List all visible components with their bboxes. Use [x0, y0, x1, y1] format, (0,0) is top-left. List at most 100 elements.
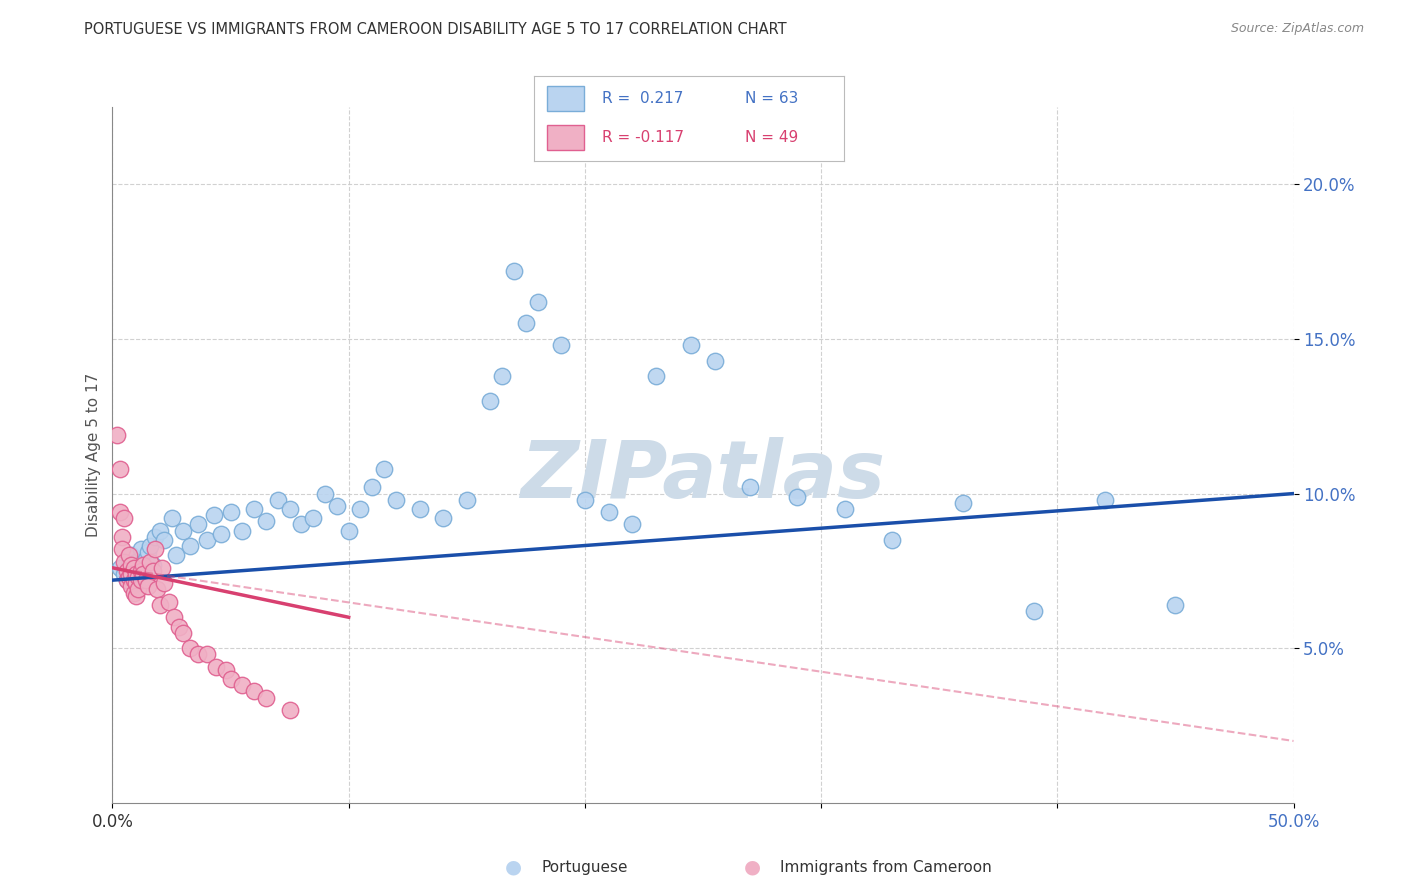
- Point: [179, 539, 201, 553]
- Point: [132, 566, 155, 581]
- Point: [120, 566, 142, 581]
- Point: [135, 573, 157, 587]
- Point: [491, 369, 513, 384]
- Point: [153, 533, 176, 547]
- Point: [231, 678, 253, 692]
- Point: [205, 659, 228, 673]
- Point: [172, 524, 194, 538]
- Point: [326, 499, 349, 513]
- Text: ZIPatlas: ZIPatlas: [520, 437, 886, 515]
- Point: [122, 564, 145, 578]
- Point: [167, 619, 190, 633]
- Point: [142, 564, 165, 578]
- Point: [550, 338, 572, 352]
- Point: [160, 511, 183, 525]
- FancyBboxPatch shape: [547, 86, 583, 112]
- Point: [122, 561, 145, 575]
- FancyBboxPatch shape: [547, 125, 583, 151]
- Point: [129, 564, 152, 578]
- Point: [952, 496, 974, 510]
- Point: [122, 585, 145, 599]
- Point: [112, 511, 135, 525]
- Point: [373, 462, 395, 476]
- Point: [142, 558, 165, 572]
- Point: [129, 542, 152, 557]
- Point: [115, 573, 138, 587]
- Point: [111, 542, 134, 557]
- Point: [456, 492, 478, 507]
- Point: [115, 564, 138, 578]
- Point: [644, 369, 666, 384]
- Point: [337, 524, 360, 538]
- Point: [120, 549, 142, 563]
- Point: [118, 570, 141, 584]
- Point: [254, 515, 277, 529]
- Point: [135, 551, 157, 566]
- Point: [302, 511, 325, 525]
- Text: Portuguese: Portuguese: [541, 860, 628, 874]
- Point: [186, 517, 208, 532]
- Text: PORTUGUESE VS IMMIGRANTS FROM CAMEROON DISABILITY AGE 5 TO 17 CORRELATION CHART: PORTUGUESE VS IMMIGRANTS FROM CAMEROON D…: [84, 22, 787, 37]
- Point: [112, 555, 135, 569]
- Text: ●: ●: [505, 857, 522, 877]
- Point: [219, 672, 242, 686]
- Point: [143, 530, 166, 544]
- Point: [139, 555, 162, 569]
- Point: [681, 338, 703, 352]
- Point: [112, 566, 135, 581]
- Point: [108, 505, 131, 519]
- Point: [834, 502, 856, 516]
- Point: [598, 505, 620, 519]
- Point: [120, 579, 142, 593]
- Point: [153, 576, 176, 591]
- Point: [105, 427, 128, 442]
- Point: [179, 641, 201, 656]
- Point: [143, 542, 166, 557]
- Point: [385, 492, 408, 507]
- Text: Source: ZipAtlas.com: Source: ZipAtlas.com: [1230, 22, 1364, 36]
- Text: Immigrants from Cameroon: Immigrants from Cameroon: [780, 860, 993, 874]
- Point: [314, 486, 336, 500]
- Point: [118, 549, 141, 563]
- Point: [880, 533, 903, 547]
- Text: N = 63: N = 63: [745, 91, 799, 106]
- Point: [111, 530, 134, 544]
- Point: [209, 526, 232, 541]
- Point: [574, 492, 596, 507]
- Point: [127, 570, 149, 584]
- Point: [786, 490, 808, 504]
- Point: [290, 517, 312, 532]
- Point: [157, 595, 180, 609]
- Point: [432, 511, 454, 525]
- Point: [195, 648, 218, 662]
- Point: [136, 545, 159, 559]
- Point: [503, 264, 526, 278]
- Point: [479, 393, 502, 408]
- Point: [215, 663, 238, 677]
- Point: [139, 539, 162, 553]
- Point: [515, 317, 537, 331]
- Point: [108, 561, 131, 575]
- Point: [149, 524, 172, 538]
- Point: [127, 582, 149, 597]
- Point: [621, 517, 644, 532]
- Point: [125, 555, 148, 569]
- Point: [118, 558, 141, 572]
- Point: [1164, 598, 1187, 612]
- Point: [740, 480, 762, 494]
- Point: [125, 589, 148, 603]
- Point: [186, 648, 208, 662]
- Point: [125, 576, 148, 591]
- Point: [703, 353, 725, 368]
- Point: [278, 502, 301, 516]
- Point: [231, 524, 253, 538]
- Point: [150, 561, 173, 575]
- Point: [1094, 492, 1116, 507]
- Text: R = -0.117: R = -0.117: [602, 130, 685, 145]
- Point: [219, 505, 242, 519]
- Point: [243, 502, 266, 516]
- Point: [278, 703, 301, 717]
- Point: [132, 561, 155, 575]
- Point: [129, 573, 152, 587]
- Point: [361, 480, 384, 494]
